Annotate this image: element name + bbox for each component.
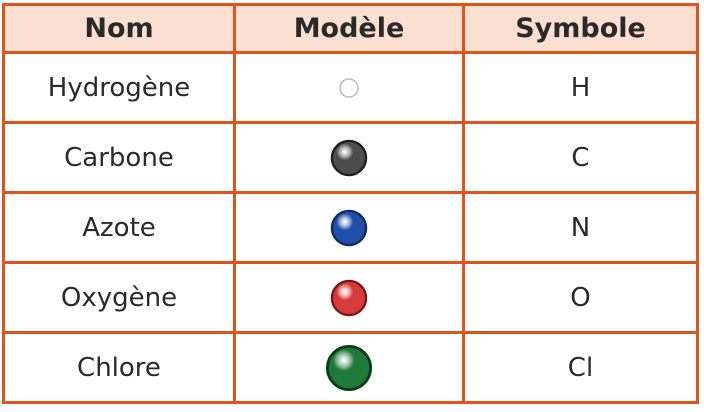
elements-table-container: Nom Modèle Symbole Hydrogène H Carbone C…: [2, 3, 699, 405]
element-model-cell: [233, 51, 465, 124]
white-sphere-icon-body: [339, 78, 359, 98]
blue-sphere-icon-body: [330, 209, 368, 246]
header-row: Nom Modèle Symbole: [2, 3, 699, 54]
white-sphere-icon: [339, 78, 359, 98]
table-row: Hydrogène H: [2, 51, 699, 124]
red-sphere-icon-body: [330, 279, 368, 316]
element-model-cell: [233, 261, 465, 334]
table-row: Chlore Cl: [2, 331, 699, 404]
dark-gray-sphere-icon: [330, 139, 368, 177]
white-sphere-icon-graphic: [339, 78, 359, 98]
element-name: Chlore: [2, 331, 236, 404]
element-symbol: H: [462, 51, 699, 124]
dark-gray-sphere-icon-graphic: [330, 139, 368, 176]
red-sphere-icon-graphic: [330, 279, 368, 316]
element-name: Oxygène: [2, 261, 236, 334]
green-sphere-icon-graphic: [325, 344, 373, 391]
red-sphere-icon: [330, 279, 368, 317]
element-model-cell: [233, 191, 465, 264]
green-sphere-icon: [325, 344, 373, 392]
element-symbol: C: [462, 121, 699, 194]
element-name: Azote: [2, 191, 236, 264]
header-symbol: Symbole: [462, 3, 699, 54]
header-model: Modèle: [233, 3, 465, 54]
element-symbol: O: [462, 261, 699, 334]
table-row: Carbone C: [2, 121, 699, 194]
table-row: Oxygène O: [2, 261, 699, 334]
green-sphere-icon-body: [325, 344, 373, 391]
element-name: Carbone: [2, 121, 236, 194]
elements-table: Nom Modèle Symbole Hydrogène H Carbone C…: [2, 3, 699, 404]
dark-gray-sphere-icon-body: [330, 139, 368, 176]
header-name: Nom: [2, 3, 236, 54]
element-symbol: N: [462, 191, 699, 264]
element-model-cell: [233, 121, 465, 194]
element-symbol: Cl: [462, 331, 699, 404]
table-row: Azote N: [2, 191, 699, 264]
element-name: Hydrogène: [2, 51, 236, 124]
blue-sphere-icon: [330, 209, 368, 247]
blue-sphere-icon-graphic: [330, 209, 368, 246]
element-model-cell: [233, 331, 465, 404]
